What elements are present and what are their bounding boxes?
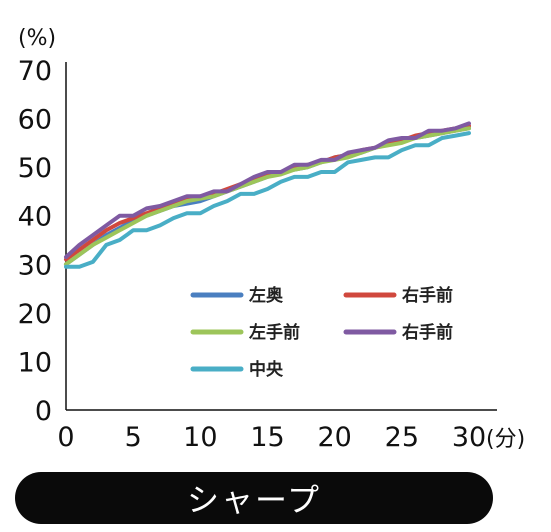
x-tick-label: 5 [125, 422, 142, 453]
x-axis-ticks: 0 5 10 15 20 25 30 [57, 422, 486, 453]
y-axis-ticks: 0 10 20 30 40 50 60 70 [18, 56, 52, 427]
line-chart: (%) (分) 010203040506070 0 5 10 15 20 25 30 左奥右… [18, 26, 526, 453]
y-tick-label: 40 [18, 202, 52, 233]
x-tick-label: 25 [385, 422, 419, 453]
x-tick-label: 10 [183, 422, 217, 453]
legend-label: 左手前 [249, 322, 300, 343]
legend-item: 中央 [190, 359, 284, 380]
legend-label: 左奥 [249, 285, 284, 306]
x-axis-unit-label: (分) [486, 427, 525, 452]
legend-item: 左手前 [190, 322, 300, 343]
legend-label: 中央 [249, 359, 284, 380]
y-tick-label: 0 [35, 396, 52, 427]
series-line [64, 131, 471, 269]
x-tick-label: 30 [452, 422, 486, 453]
y-tick-label: 60 [18, 105, 52, 136]
brand-label-pill: シャープ [15, 472, 493, 524]
series-line [64, 123, 471, 262]
legend-item: 右手前 [343, 322, 453, 343]
y-tick-label: 30 [18, 250, 52, 281]
series-line [64, 121, 471, 259]
y-tick-label: 50 [18, 153, 52, 184]
axes [65, 62, 497, 411]
y-tick-label: 70 [18, 56, 52, 87]
y-axis-unit-label: (%) [18, 26, 56, 51]
series-lines [64, 121, 471, 269]
x-tick-label: 15 [250, 422, 284, 453]
brand-label: シャープ [186, 481, 322, 519]
x-tick-label: 0 [57, 422, 74, 453]
legend-label: 右手前 [402, 285, 453, 306]
y-tick-label: 10 [18, 347, 52, 378]
legend-item: 左奥 [190, 285, 284, 306]
x-tick-label: 20 [317, 422, 351, 453]
legend-item: 右手前 [343, 285, 453, 306]
series-line [64, 126, 471, 267]
y-tick-label: 20 [18, 299, 52, 330]
legend-label: 右手前 [402, 322, 453, 343]
